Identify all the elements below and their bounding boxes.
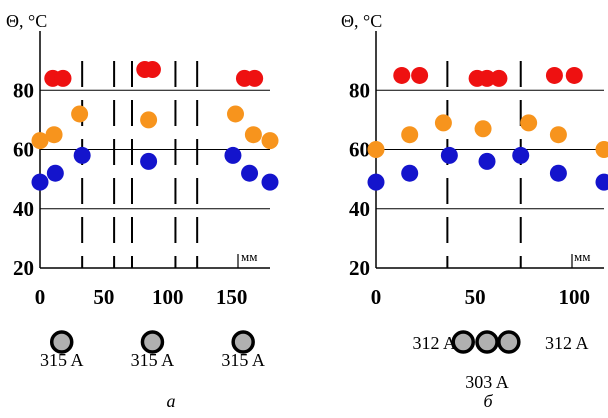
panel-a-blue-point [140,152,158,170]
panel-b-blue-point [367,173,385,191]
panel-a-x-unit-label: мм [241,249,257,264]
panel-b-y-tick-label: 80 [349,78,370,102]
panel-b-y-axis-title: Θ, °C [341,11,382,31]
panel-b-blue-point [440,146,458,164]
panel-a-conductor-label: 315 A [40,350,84,370]
panel-b-orange-point [474,120,492,138]
panel-a-orange-point [31,132,49,150]
panel-b-red-point [393,66,411,84]
panel-a-x-tick-label: 50 [93,285,114,309]
panel-b-x-tick-label: 0 [371,285,382,309]
panel-b-conductor-label: 303 A [465,372,509,392]
panel-a-blue-point [46,164,64,182]
panel-b-blue-point [549,164,567,182]
panel-b-red-point [545,66,563,84]
panel-b-orange-point [520,114,538,132]
panel-a-y-tick-label: 60 [13,138,34,162]
panel-b-blue-point [478,152,496,170]
panel-a-orange-point [244,126,262,144]
panel-a-orange-point [45,126,63,144]
panel-a-y-tick-label: 40 [13,197,34,221]
panel-b-orange-point [401,126,419,144]
panel-b-label: б [483,391,493,411]
panel-b-red-point [411,66,429,84]
panel-a-y-axis-title: Θ, °C [6,11,47,31]
panel-b-y-tick-label: 20 [349,256,370,280]
panel-a-conductor-label: 315 A [221,350,265,370]
panel-b-x-tick-label: 50 [465,285,486,309]
panel-b-orange-point [549,126,567,144]
panel-a-y-tick-label: 20 [13,256,34,280]
panel-b-y-tick-label: 60 [349,138,370,162]
panel-a-conductor-symbol [231,330,255,354]
panel-b: Θ, °C мм б 312 A 312 A 20 40 60 80 0 50 100 303… [341,11,608,411]
panel-b-right-current-label: 312 A [545,333,589,353]
panel-a-blue-point [73,146,91,164]
panel-b-y-tick-label: 40 [349,197,370,221]
panel-b-conductor-symbol [475,330,499,354]
panel-a-blue-point [261,173,279,191]
panel-a-blue-point [224,146,242,164]
panel-b-blue-point [512,146,530,164]
panel-b-x-tick-label: 100 [559,285,591,309]
panel-b-conductor-symbol [497,330,521,354]
panel-a-x-tick-label: 0 [35,285,46,309]
panel-a-red-point [143,61,161,79]
panel-b-orange-point [595,141,608,158]
panel-b-conductor-symbol [451,330,475,354]
panel-a-y-tick-label: 80 [13,78,34,102]
panel-b-red-point [565,66,583,84]
panel-b-orange-point [367,141,385,158]
panel-b-red-point [490,69,508,87]
panel-b-x-unit-label: мм [574,249,590,264]
panel-a-conductor-symbol [140,330,165,354]
panel-a-conductor-label: 315 A [131,350,175,370]
panel-a-orange-point [140,111,158,129]
panel-a-x-tick-label: 150 [216,285,248,309]
panel-b-orange-point [434,114,452,132]
panel-a-orange-point [261,132,279,150]
panel-a-conductor-symbol [49,330,74,354]
panel-b-left-current-label: 312 A [412,333,456,353]
panel-b-red-point [478,69,496,87]
panel-a-label: а [167,391,176,411]
panel-a-red-point [54,69,72,87]
panel-a-x-tick-label: 100 [152,285,184,309]
panel-b-blue-point [401,164,419,182]
panel-a-blue-point [31,173,49,191]
panel-a-orange-point [227,105,244,123]
panel-b-blue-point [595,173,608,191]
panel-a-red-point [246,69,264,87]
panel-a: Θ, °C мм а 20 40 60 80 0 50 100 150 315 A 315 A 31… [6,11,279,411]
panel-a-blue-point [241,164,259,182]
panel-a-orange-point [71,105,89,123]
